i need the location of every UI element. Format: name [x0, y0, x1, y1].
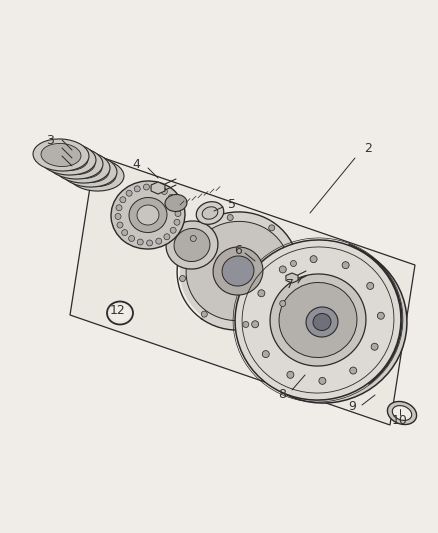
Polygon shape	[70, 155, 415, 425]
Ellipse shape	[165, 195, 187, 212]
Ellipse shape	[62, 156, 102, 179]
Circle shape	[122, 230, 128, 236]
Circle shape	[290, 261, 297, 266]
Circle shape	[243, 321, 249, 327]
Ellipse shape	[33, 139, 89, 171]
Circle shape	[115, 213, 121, 220]
Ellipse shape	[61, 155, 117, 187]
Ellipse shape	[41, 143, 81, 166]
Text: 8: 8	[278, 389, 286, 401]
Circle shape	[227, 214, 233, 221]
Ellipse shape	[76, 164, 116, 187]
Circle shape	[262, 351, 269, 358]
Circle shape	[350, 367, 357, 374]
Text: 10: 10	[392, 415, 408, 427]
Ellipse shape	[110, 304, 130, 321]
Ellipse shape	[129, 198, 167, 232]
Circle shape	[170, 227, 176, 233]
Ellipse shape	[186, 221, 290, 321]
Ellipse shape	[313, 313, 331, 330]
Circle shape	[156, 238, 162, 244]
Circle shape	[252, 321, 259, 328]
Text: 3: 3	[46, 133, 54, 147]
Text: 4: 4	[132, 158, 140, 172]
Ellipse shape	[241, 243, 407, 403]
Circle shape	[201, 311, 207, 317]
Circle shape	[117, 222, 123, 228]
Ellipse shape	[137, 205, 159, 225]
Ellipse shape	[177, 212, 299, 330]
Circle shape	[161, 189, 167, 195]
Ellipse shape	[202, 207, 218, 219]
Circle shape	[129, 236, 134, 241]
Ellipse shape	[270, 274, 366, 366]
Ellipse shape	[54, 151, 110, 183]
Circle shape	[120, 197, 126, 203]
Circle shape	[175, 211, 181, 216]
Circle shape	[153, 185, 159, 191]
Circle shape	[180, 276, 186, 281]
Ellipse shape	[68, 159, 124, 191]
Ellipse shape	[174, 229, 210, 262]
Ellipse shape	[69, 159, 109, 182]
Circle shape	[164, 234, 170, 240]
Circle shape	[190, 236, 196, 241]
Circle shape	[319, 377, 326, 384]
Circle shape	[310, 256, 317, 263]
Circle shape	[287, 372, 294, 378]
Ellipse shape	[196, 201, 224, 224]
Circle shape	[143, 184, 149, 190]
Text: 6: 6	[234, 244, 242, 256]
Circle shape	[174, 219, 180, 225]
Circle shape	[126, 190, 132, 196]
Text: 2: 2	[364, 141, 372, 155]
Text: 7: 7	[286, 279, 294, 292]
Text: 9: 9	[348, 400, 356, 414]
Polygon shape	[286, 273, 298, 283]
Ellipse shape	[47, 147, 103, 179]
Text: 5: 5	[228, 198, 236, 212]
Circle shape	[147, 240, 152, 246]
Ellipse shape	[279, 282, 357, 358]
Circle shape	[342, 262, 349, 269]
Circle shape	[280, 301, 286, 306]
Ellipse shape	[392, 406, 412, 421]
Circle shape	[173, 202, 179, 208]
Circle shape	[137, 239, 143, 245]
Circle shape	[258, 290, 265, 297]
Circle shape	[168, 195, 174, 200]
Circle shape	[268, 225, 275, 231]
Ellipse shape	[235, 240, 401, 400]
Ellipse shape	[55, 151, 95, 174]
Circle shape	[116, 205, 122, 211]
Circle shape	[279, 266, 286, 273]
Circle shape	[371, 343, 378, 350]
Ellipse shape	[48, 148, 88, 171]
Circle shape	[367, 282, 374, 289]
Polygon shape	[151, 182, 165, 194]
Ellipse shape	[166, 221, 218, 269]
Ellipse shape	[388, 401, 417, 425]
Ellipse shape	[306, 307, 338, 337]
Text: 12: 12	[110, 304, 126, 318]
Circle shape	[378, 312, 385, 319]
Ellipse shape	[213, 247, 263, 295]
Ellipse shape	[222, 256, 254, 286]
Ellipse shape	[40, 143, 96, 175]
Circle shape	[134, 186, 140, 192]
Ellipse shape	[111, 181, 185, 249]
